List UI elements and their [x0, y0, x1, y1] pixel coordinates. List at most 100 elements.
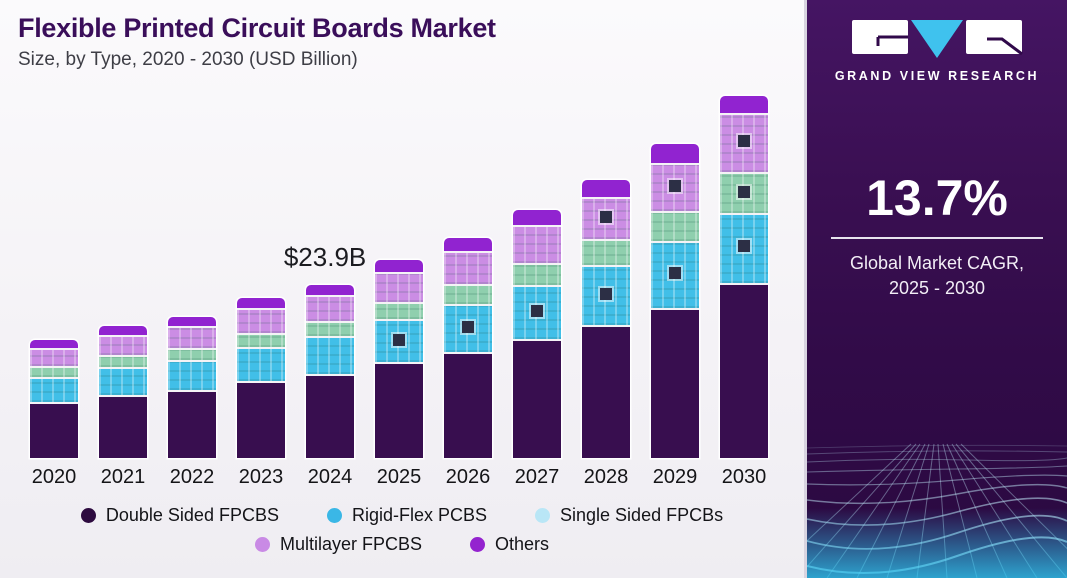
bar-segment-others: [30, 340, 78, 350]
bar-column-2029: 2029: [651, 144, 699, 490]
bar-segment-rigid-flex-pcbs: [168, 362, 216, 392]
bar-segment-rigid-flex-pcbs: [237, 349, 285, 383]
bar-segment-others: [720, 96, 768, 115]
legend-item-double-sided-fpcbs: Double Sided FPCBS: [80, 505, 279, 526]
stacked-bar-2021: [99, 326, 147, 458]
stacked-bar-2022: [168, 317, 216, 458]
x-axis-label: 2027: [514, 466, 560, 488]
chart-panel: Flexible Printed Circuit Boards Market S…: [0, 0, 804, 578]
bar-segment-double-sided-fpcbs: [306, 376, 354, 458]
x-axis-label: 2020: [31, 466, 77, 488]
bar-segment-multilayer-fpcbs: [651, 165, 699, 213]
bar-column-2027: 2027: [513, 210, 561, 490]
legend-row: Multilayer FPCBS Others: [254, 534, 549, 555]
value-annotation: $23.9B: [283, 242, 367, 272]
x-axis-label: 2029: [652, 466, 698, 488]
cagr-label-line2: 2025 - 2030: [888, 278, 986, 299]
bar-column-2028: 2028: [582, 180, 630, 490]
bar-segment-single-sided-fpcbs: [375, 304, 423, 321]
bar-segment-double-sided-fpcbs: [30, 404, 78, 458]
chart-area: 2020 2021 2022 2023 2024 $23.9B 2025 2026 2027 20…: [0, 88, 804, 490]
bar-column-2020: 2020: [30, 340, 78, 490]
page-subtitle: Size, by Type, 2020 - 2030 (USD Billion): [18, 49, 358, 70]
stacked-bar-2027: [513, 210, 561, 458]
stacked-bar-2025: [375, 260, 423, 458]
legend-row: Double Sided FPCBS Rigid-Flex PCBS Single …: [80, 505, 724, 526]
bar-segment-rigid-flex-pcbs: [444, 306, 492, 354]
bar-segment-single-sided-fpcbs: [582, 241, 630, 267]
legend-dot-others: [470, 537, 485, 552]
legend-label: Double Sided FPCBS: [105, 505, 279, 525]
stacked-bar-2026: [444, 238, 492, 458]
bar-segment-multilayer-fpcbs: [168, 328, 216, 350]
bar-column-2030: 2030: [720, 96, 768, 490]
bar-segment-single-sided-fpcbs: [237, 335, 285, 349]
bar-segment-double-sided-fpcbs: [444, 354, 492, 458]
bar-segment-rigid-flex-pcbs: [306, 338, 354, 376]
legend-label: Rigid-Flex PCBS: [351, 505, 488, 525]
bar-segment-double-sided-fpcbs: [237, 383, 285, 458]
legend-dot-rigid-flex-pcbs: [326, 508, 342, 523]
legend-dot-double-sided-fpcbs: [80, 508, 96, 523]
bar-column-2025: 2025: [375, 260, 423, 490]
stacked-bar-2030: [720, 96, 768, 458]
sidebar: GRAND VIEW RESEARCH 13.7% Global Market …: [804, 0, 1067, 578]
bar-segment-double-sided-fpcbs: [651, 310, 699, 458]
bar-column-2021: 2021: [99, 326, 147, 490]
bar-segment-multilayer-fpcbs: [582, 199, 630, 241]
bar-segment-double-sided-fpcbs: [513, 341, 561, 458]
bar-segment-double-sided-fpcbs: [99, 397, 147, 458]
mesh-decoration: [807, 443, 1067, 578]
header: Flexible Printed Circuit Boards Market S…: [0, 0, 804, 88]
bar-segment-others: [513, 210, 561, 227]
legend-dot-multilayer-fpcbs: [254, 537, 270, 552]
brand-name: GRAND VIEW RESEARCH: [834, 69, 1040, 83]
cagr-value: 13.7%: [866, 170, 1008, 226]
bar-segment-others: [99, 326, 147, 337]
gvr-logo-icon: [852, 20, 1023, 58]
bar-column-2026: 2026: [444, 238, 492, 490]
bar-segment-double-sided-fpcbs: [720, 285, 768, 458]
bar-segment-multilayer-fpcbs: [720, 115, 768, 174]
x-axis-label: 2022: [169, 466, 215, 488]
x-axis-label: 2025: [376, 466, 422, 488]
legend-item-multilayer-fpcbs: Multilayer FPCBS: [254, 534, 422, 555]
bar-segment-rigid-flex-pcbs: [375, 321, 423, 364]
bar-segment-double-sided-fpcbs: [168, 392, 216, 458]
bar-segment-multilayer-fpcbs: [99, 337, 147, 357]
bar-segment-others: [168, 317, 216, 328]
bar-segment-multilayer-fpcbs: [306, 297, 354, 323]
legend-label: Single Sided FPCBs: [560, 505, 724, 525]
bar-segment-rigid-flex-pcbs: [720, 215, 768, 285]
bar-segment-single-sided-fpcbs: [168, 350, 216, 362]
bar-segment-others: [375, 260, 423, 274]
x-axis-label: 2024: [307, 466, 353, 488]
bar-segment-multilayer-fpcbs: [444, 253, 492, 286]
stacked-bar-2020: [30, 340, 78, 458]
bar-segment-multilayer-fpcbs: [237, 310, 285, 335]
bar-segment-single-sided-fpcbs: [30, 368, 78, 379]
cagr-divider: [831, 237, 1043, 239]
bar-segment-single-sided-fpcbs: [720, 174, 768, 215]
legend-dot-single-sided-fpcbs: [535, 508, 551, 523]
stacked-bar-2023: [237, 298, 285, 458]
legend-label: Multilayer FPCBS: [279, 534, 422, 554]
x-axis-label: 2023: [238, 466, 284, 488]
legend-item-others: Others: [470, 534, 549, 555]
x-axis-label: 2028: [583, 466, 629, 488]
bar-segment-double-sided-fpcbs: [582, 327, 630, 458]
legend-label: Others: [495, 534, 550, 554]
cagr-label-line1: Global Market CAGR,: [849, 253, 1025, 273]
bar-segment-single-sided-fpcbs: [444, 286, 492, 306]
bar-column-2022: 2022: [168, 317, 216, 490]
bar-segment-single-sided-fpcbs: [306, 323, 354, 338]
bar-segment-others: [651, 144, 699, 165]
stacked-bar-2024: [306, 285, 354, 458]
x-axis-label: 2021: [100, 466, 146, 488]
bar-segment-single-sided-fpcbs: [513, 265, 561, 287]
bar-segment-rigid-flex-pcbs: [30, 379, 78, 404]
bar-segment-others: [306, 285, 354, 297]
gvr-logo: GRAND VIEW RESEARCH: [835, 12, 1039, 83]
bar-segment-rigid-flex-pcbs: [99, 369, 147, 397]
